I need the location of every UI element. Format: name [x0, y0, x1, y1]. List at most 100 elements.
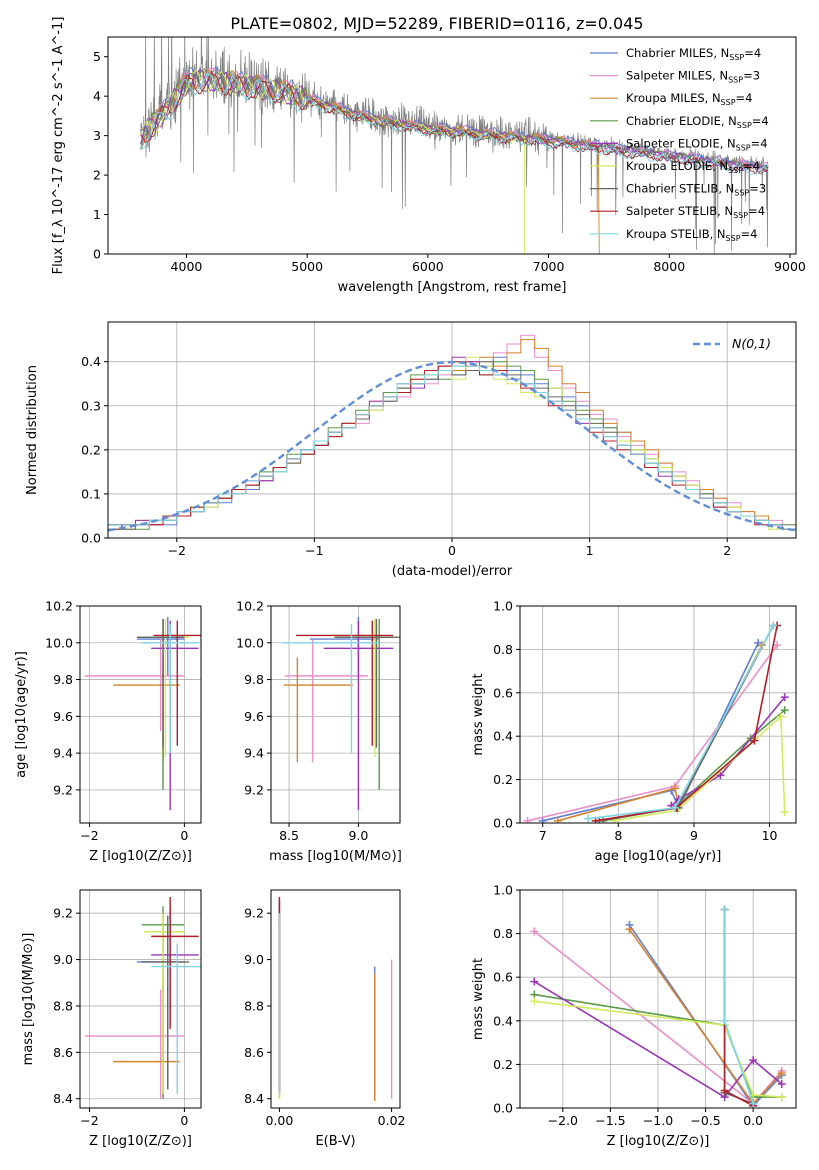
data-point-marker [530, 977, 539, 986]
data-point-marker [553, 816, 562, 823]
y-tick-label: 9.8 [244, 672, 264, 687]
y-tick-label: 3 [93, 128, 101, 143]
series-line [533, 980, 783, 1099]
legend-label: Salpeter ELODIE, NSSP=4 [626, 136, 768, 152]
y-tick-label: 0.4 [493, 729, 513, 744]
y-tick-label: 0.8 [493, 926, 513, 941]
y-axis-label: mass [log10(M/M⊙)] [21, 933, 36, 1066]
x-axis-label: Z [log10(Z/Z⊙)] [89, 1134, 192, 1149]
y-axis-label: Normed distribution [25, 365, 40, 495]
chart-mass_weight_vs_Z: −2.0 −1.5 −1.0 −0.5 0.0 0.0 0.2 0.4 0.6 0.8 1.0 Z [… [471, 883, 797, 1149]
y-tick-label: 0.2 [493, 1057, 513, 1072]
x-tick-label: 0 [180, 1113, 188, 1128]
axes-frame [107, 36, 797, 255]
plot-area [140, 37, 769, 254]
data-point-marker [749, 1099, 758, 1108]
series-line [595, 625, 778, 822]
x-tick-label: 0.0 [743, 1113, 763, 1128]
legend-count: =4 [744, 46, 761, 60]
data-point-marker [538, 816, 547, 823]
data-point-marker [777, 1080, 786, 1089]
model-spectrum-line [140, 71, 768, 175]
legend-subscript: SSP [729, 53, 744, 62]
data-point-marker [777, 1093, 786, 1102]
x-tick-label: 9.0 [348, 828, 368, 843]
y-tick-label: 4 [93, 89, 101, 104]
x-tick-label: 7 [539, 828, 547, 843]
y-tick-label: 0.3 [81, 398, 101, 413]
axes-frame [519, 605, 797, 824]
x-axis-label: Z [log10(Z/Z⊙)] [89, 849, 192, 864]
y-tick-label: 0.1 [81, 486, 101, 501]
x-tick-label: −1.5 [595, 1113, 625, 1128]
legend-count: =3 [749, 182, 766, 196]
data-point-marker [777, 1069, 786, 1078]
x-tick-label: 10 [762, 828, 778, 843]
legend-count: =4 [748, 204, 765, 218]
x-tick-label: 0 [448, 543, 456, 558]
legend-subscript: SSP [726, 234, 741, 243]
data-point-marker [523, 816, 532, 823]
panels: Chabrier MILES, NSSP=4 Salpeter MILES, NS… [14, 17, 806, 1149]
plot-area [530, 905, 786, 1108]
legend-count: =3 [743, 69, 760, 83]
data-point-marker [769, 621, 778, 630]
data-point-marker [720, 1016, 729, 1025]
data-point-marker [780, 693, 789, 702]
x-tick-label: −0.5 [690, 1113, 720, 1128]
x-axis-label: wavelength [Angstrom, rest frame] [338, 280, 567, 295]
legend-count: =4 [741, 227, 758, 241]
legend-subscript: SSP [728, 166, 743, 175]
x-tick-label: 9000 [774, 259, 806, 274]
legend-count: =4 [751, 136, 768, 150]
legend-subscript: SSP [733, 211, 748, 220]
x-tick-label: 0.00 [265, 1113, 293, 1128]
chart-age_vs_Z: −2 0 9.2 9.4 9.6 9.8 10.0 10.2 Z [log10(Z/Z⊙)] ag… [14, 599, 202, 864]
legend-subscript: SSP [721, 98, 736, 107]
data-point-marker [720, 905, 729, 914]
legend-label: Chabrier ELODIE, NSSP=4 [626, 114, 769, 130]
x-tick-label: 1 [586, 543, 594, 558]
axes-frame [270, 889, 401, 1109]
y-tick-label: 1.0 [493, 599, 513, 614]
y-tick-label: 10.0 [236, 635, 264, 650]
y-tick-label: 0.0 [493, 1101, 513, 1116]
y-tick-label: 9.0 [53, 952, 73, 967]
y-tick-label: 0.0 [493, 816, 513, 831]
x-axis-label: Z [log10(Z/Z⊙)] [607, 1134, 710, 1149]
y-tick-label: 5 [93, 49, 101, 64]
y-tick-label: 9.2 [244, 782, 264, 797]
plot-area [278, 896, 393, 1102]
y-tick-label: 10.2 [236, 599, 264, 614]
y-tick-label: 1 [93, 207, 101, 222]
x-tick-label: 4000 [171, 259, 203, 274]
data-point-marker [584, 814, 593, 823]
y-tick-label: 0.6 [493, 685, 513, 700]
x-tick-label: −2 [168, 543, 186, 558]
data-point-marker [720, 1086, 729, 1095]
plot-area [84, 617, 201, 811]
x-tick-label: 9 [690, 828, 698, 843]
legend-count: =4 [752, 114, 769, 128]
y-tick-label: 8.4 [53, 1091, 73, 1106]
x-tick-label: 0 [180, 828, 188, 843]
x-axis-label: mass [log10(M/M⊙)] [269, 849, 402, 864]
legend-label: Kroupa ELODIE, NSSP=4 [626, 159, 760, 175]
legend-label: Salpeter STELIB, NSSP=4 [626, 204, 765, 220]
data-point-marker [773, 641, 782, 650]
y-axis-label: age [log10(age/yr)] [14, 651, 29, 778]
figure-title: PLATE=0802, MJD=52289, FIBERID=0116, z=0… [230, 14, 643, 33]
y-tick-label: 8.6 [53, 1045, 73, 1060]
y-tick-label: 9.2 [53, 782, 73, 797]
y-tick-label: 10.0 [45, 635, 73, 650]
y-tick-label: 9.8 [53, 672, 73, 687]
y-tick-label: 0.8 [493, 642, 513, 657]
data-point-marker [671, 803, 680, 812]
legend-subscript: SSP [728, 76, 743, 85]
legend-label: Chabrier STELIB, NSSP=3 [626, 182, 766, 198]
axes-frame [270, 605, 401, 824]
y-tick-label: 9.6 [244, 709, 264, 724]
data-point-marker [530, 997, 539, 1006]
x-axis-label: (data-model)/error [392, 564, 513, 579]
